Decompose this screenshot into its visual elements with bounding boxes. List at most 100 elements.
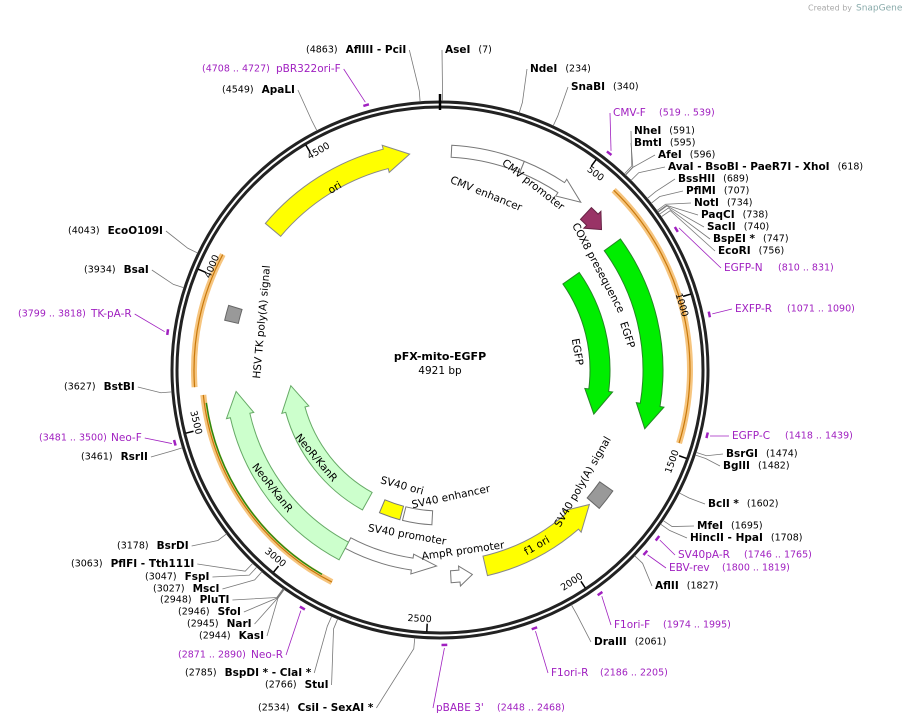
enzyme-position: (3627) [64,382,96,393]
enzyme-leader [630,166,666,181]
primer-range: (1974 .. 1995) [663,620,731,631]
feature-arrow [482,503,591,577]
primer-range: (519 .. 539) [659,108,715,119]
enzyme-leader [313,616,333,674]
enzyme-position: (1474) [766,449,798,460]
tick-mark [682,293,691,298]
enzyme-leader [679,492,706,505]
feature-arrow [264,144,411,238]
primer-name: EBV-rev [669,562,710,574]
highlight-band-core [202,394,333,583]
enzyme-leader [212,566,258,578]
enzyme-name: SfoI [218,606,241,618]
enzyme-name: BsrGI [726,448,758,460]
primer-leader [134,313,165,333]
enzyme-leader [151,269,184,289]
primer-leader [144,437,172,444]
highlight-line [205,402,323,576]
enzyme-name: AflIII - PciI [346,44,407,56]
enzyme-name: NheI [634,125,661,137]
primer-range: (1071 .. 1090) [787,304,855,315]
tick-label: 1000 [673,292,691,318]
enzyme-position: (4043) [68,226,100,237]
enzyme-name: PaqCI [701,209,735,221]
primer-leader [659,539,676,556]
enzyme-position: (596) [690,150,716,161]
primer-leader [609,112,612,151]
enzyme-leader [660,210,716,252]
enzyme-name: HincII - HpaI [690,532,763,544]
primer-mark [596,590,604,597]
enzyme-position: (707) [724,186,750,197]
primer-range: (3481 .. 3500) [39,433,107,444]
enzyme-position: (689) [723,174,749,185]
enzyme-name: KasI [239,630,264,642]
brand: SnapGene [856,4,903,14]
enzyme-name: SnaBI [571,81,605,93]
tick-mark [197,268,206,273]
enzyme-leader [623,130,633,175]
plasmid-name: pFX-mito-EGFP [394,350,486,363]
enzyme-position: (1827) [687,581,719,592]
enzyme-leader [297,89,318,131]
enzyme-name: BmtI [634,137,662,149]
enzyme-position: (3934) [84,265,116,276]
enzyme-position: (3047) [145,572,177,583]
enzyme-name: BspEI * [713,233,756,245]
enzyme-name: AvaI - BsoBI - PaeR7I - XhoI [668,161,830,173]
feature-arrow [224,304,243,325]
enzyme-position: (2766) [265,680,297,691]
enzyme-name: BsrDI [157,540,189,552]
tick-mark [580,580,586,589]
enzyme-leader [660,523,688,539]
enzyme-name: EcoRI [718,245,751,257]
enzyme-leader [656,202,692,212]
enzyme-leader [659,207,711,240]
feature-arrow [579,206,603,231]
enzyme-name: AflII [655,580,679,592]
primer-name: Neo-R [251,649,283,661]
primer-leader [678,227,722,269]
enzyme-position: (2785) [185,668,217,679]
enzyme-position: (2948) [160,595,192,606]
enzyme-name: ApaLI [262,84,295,96]
enzyme-name: BglII [723,460,750,472]
primer-range: (4708 .. 4727) [202,64,270,75]
primer-name: Neo-F [111,432,142,444]
feature-arrow [449,565,474,588]
enzyme-name: PflFI - Tth111I [111,558,195,570]
enzyme-leader [657,205,705,228]
enzyme-leader [647,178,676,199]
enzyme-leader [695,454,721,467]
primer-mark [531,626,538,631]
enzyme-position: (734) [727,198,753,209]
enzyme-position: (2946) [178,607,210,618]
tick-mark [185,430,194,434]
tick-label: 2500 [407,613,432,625]
tick-label: 500 [585,164,606,184]
feature-arrow [281,384,373,511]
enzyme-name: BclI * [708,498,739,510]
enzyme-name: NotI [694,197,719,209]
enzyme-position: (595) [670,138,696,149]
primer-mark [363,103,370,108]
enzyme-leader [650,190,684,204]
primer-range: (2448 .. 2468) [497,703,565,714]
enzyme-position: (2534) [258,703,290,714]
enzyme-position: (4863) [306,45,338,56]
primer-name: EGFP-N [724,262,763,274]
enzyme-position: (7) [478,45,491,56]
enzyme-position: (3063) [71,559,103,570]
enzyme-name: MscI [193,583,220,595]
primer-range: (2186 .. 2205) [600,668,668,679]
primer-name: CMV-F [613,107,646,119]
enzyme-name: DraIII [594,636,627,648]
enzyme-leader [695,451,724,457]
primer-name: EGFP-C [732,430,770,442]
enzyme-leader [165,230,198,254]
primer-leader [601,595,612,626]
primer-mark [606,150,613,156]
primer-leader [535,630,549,674]
primer-mark [673,226,679,233]
